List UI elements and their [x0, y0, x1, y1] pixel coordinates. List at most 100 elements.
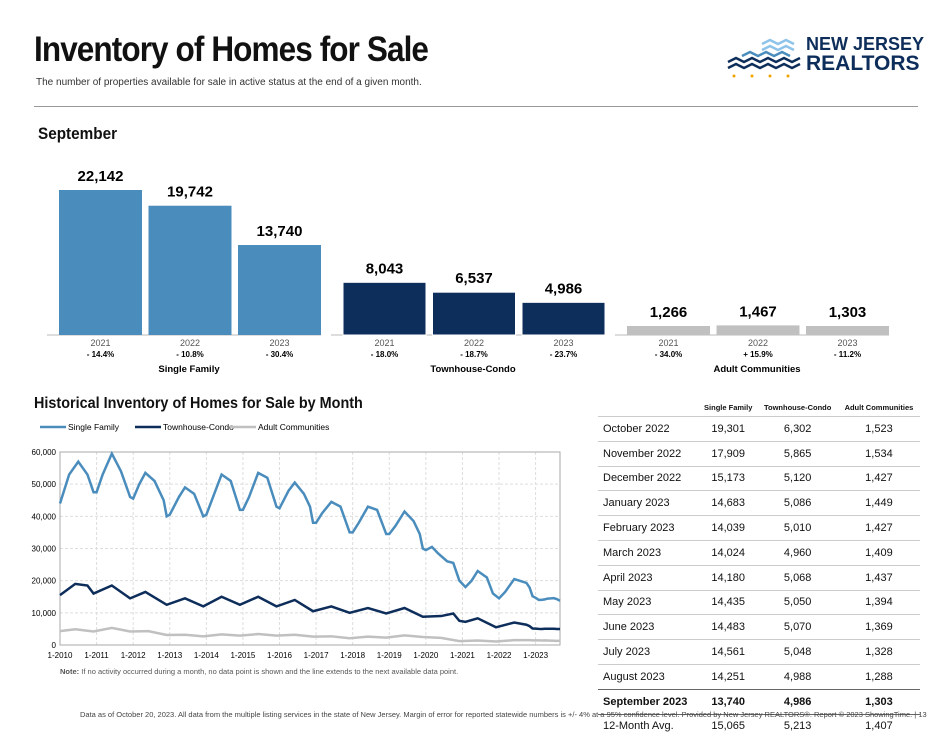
bar [148, 205, 232, 335]
section-title-historical: Historical Inventory of Homes for Sale b… [34, 395, 363, 412]
page-subtitle: The number of properties available for s… [36, 77, 422, 88]
table-cell: 14,683 [699, 490, 758, 516]
section-title-september: September [38, 124, 118, 143]
bar-group-label: Single Family [158, 364, 220, 375]
table-cell: 1,369 [837, 614, 920, 640]
x-tick-label: 1-2016 [267, 651, 292, 660]
bar-change-label: + 15.9% [743, 350, 773, 359]
table-cell: April 2023 [598, 564, 699, 591]
table-cell: 15,173 [699, 465, 758, 491]
bar-year-label: 2022 [180, 338, 200, 348]
table-row: May 2023 14,435 5,050 1,394 [598, 589, 920, 615]
bar-year-label: 2021 [374, 338, 394, 348]
chart-note: Note: If no activity occurred during a m… [60, 667, 459, 676]
table-cell: January 2023 [598, 490, 699, 516]
table-cell: June 2023 [598, 614, 699, 640]
y-tick-label: 30,000 [32, 545, 57, 554]
table-cell: 15,065 [699, 713, 758, 739]
bar-year-label: 2023 [553, 338, 573, 348]
bar-change-label: - 23.7% [550, 350, 578, 359]
x-tick-label: 1-2020 [413, 651, 438, 660]
table-cell: December 2022 [598, 465, 699, 491]
bar-value-label: 19,742 [167, 184, 213, 201]
x-tick-label: 1-2010 [48, 651, 73, 660]
table-cell: May 2023 [598, 589, 699, 615]
table-cell: 14,180 [699, 564, 758, 591]
x-tick-label: 1-2018 [340, 651, 365, 660]
nj-realtors-logo: NEW JERSEY REALTORS [727, 34, 924, 78]
table-cell: 14,039 [699, 515, 758, 541]
bar-value-label: 1,303 [829, 304, 867, 321]
table-cell: 13,740 [699, 688, 758, 715]
table-cell: 14,435 [699, 589, 758, 615]
table-cell: February 2023 [598, 515, 699, 541]
table-cell: 14,561 [699, 639, 758, 665]
table-cell: 5,050 [757, 589, 838, 615]
table-row: December 2022 15,173 5,120 1,427 [598, 465, 920, 491]
table-row: 12-Month Avg. 15,065 5,213 1,407 [598, 713, 920, 739]
bar-change-label: - 30.4% [266, 350, 294, 359]
bar-year-label: 2023 [837, 338, 857, 348]
bar [806, 326, 889, 335]
table-row: August 2023 14,251 4,988 1,288 [598, 663, 920, 690]
bar-value-label: 6,537 [455, 270, 493, 287]
series-line [59, 582, 561, 631]
x-tick-label: 1-2021 [450, 651, 475, 660]
table-row: November 2022 17,909 5,865 1,534 [598, 440, 920, 467]
table-cell: July 2023 [598, 639, 699, 665]
x-tick-label: 1-2022 [487, 651, 512, 660]
table-cell: 5,070 [757, 614, 838, 640]
table-cell: 14,251 [699, 663, 758, 690]
table-cell: 14,483 [699, 614, 758, 640]
table-cell: 4,986 [757, 688, 838, 715]
y-tick-label: 40,000 [32, 512, 57, 521]
bar-year-label: 2023 [269, 338, 289, 348]
bar [627, 326, 710, 335]
footer: Data as of October 20, 2023. All data fr… [80, 710, 927, 719]
table-cell: 1,523 [837, 416, 920, 442]
table-cell: 5,086 [757, 490, 838, 516]
bar-year-label: 2022 [464, 338, 484, 348]
table-cell: November 2022 [598, 440, 699, 467]
table-cell: 17,909 [699, 440, 758, 467]
table-cell: 1,409 [837, 539, 920, 566]
bar-value-label: 13,740 [257, 223, 303, 240]
bar [59, 190, 142, 335]
page-title: Inventory of Homes for Sale [34, 30, 429, 69]
table-cell: 5,010 [757, 515, 838, 541]
bar-year-label: 2021 [90, 338, 110, 348]
table-cell: 4,960 [757, 539, 838, 566]
bar-value-label: 8,043 [366, 260, 404, 277]
table-cell: 1,534 [837, 440, 920, 467]
plot-frame [59, 451, 561, 646]
monthly-inventory-table: Single Family Townhouse-Condo Adult Commun… [598, 398, 920, 739]
y-tick-label: 20,000 [32, 577, 57, 586]
table-row: March 2023 14,024 4,960 1,409 [598, 539, 920, 566]
x-tick-label: 1-2014 [194, 651, 219, 660]
bar-change-label: - 34.0% [655, 350, 683, 359]
table-cell: October 2022 [598, 416, 699, 442]
svg-text:NEW JERSEY: NEW JERSEY [806, 34, 924, 54]
bar-group-label: Townhouse-Condo [430, 364, 516, 375]
column-header: Townhouse-Condo [763, 402, 832, 412]
table-cell: 1,288 [837, 663, 920, 690]
svg-text:REALTORS: REALTORS [806, 52, 920, 75]
table-cell: March 2023 [598, 539, 699, 566]
bar-change-label: - 11.2% [834, 350, 861, 359]
historical-line-chart: 0 10,000 20,000 30,000 40,000 50,000 60,000 1-2… [32, 422, 561, 660]
x-tick-label: 1-2012 [121, 651, 146, 660]
table-cell: 4,988 [757, 663, 838, 690]
x-tick-label: 1-2013 [157, 651, 182, 660]
september-bar-chart: 22,142 2021 - 14.4% 19,742 2022 - 10.8% 13,740… [47, 168, 889, 375]
bar-change-label: - 14.4% [87, 350, 115, 359]
table-row: July 2023 14,561 5,048 1,328 [598, 639, 920, 665]
bar-value-label: 22,142 [78, 168, 124, 185]
legend-label: Adult Communities [258, 422, 329, 432]
table-cell: 1,449 [837, 490, 920, 516]
bar-value-label: 4,986 [545, 280, 583, 297]
bar-value-label: 1,467 [739, 303, 777, 320]
column-header: Adult Communities [844, 402, 914, 412]
table-row: October 2022 19,301 6,302 1,523 [598, 416, 920, 442]
table-cell: 5,068 [757, 564, 838, 591]
